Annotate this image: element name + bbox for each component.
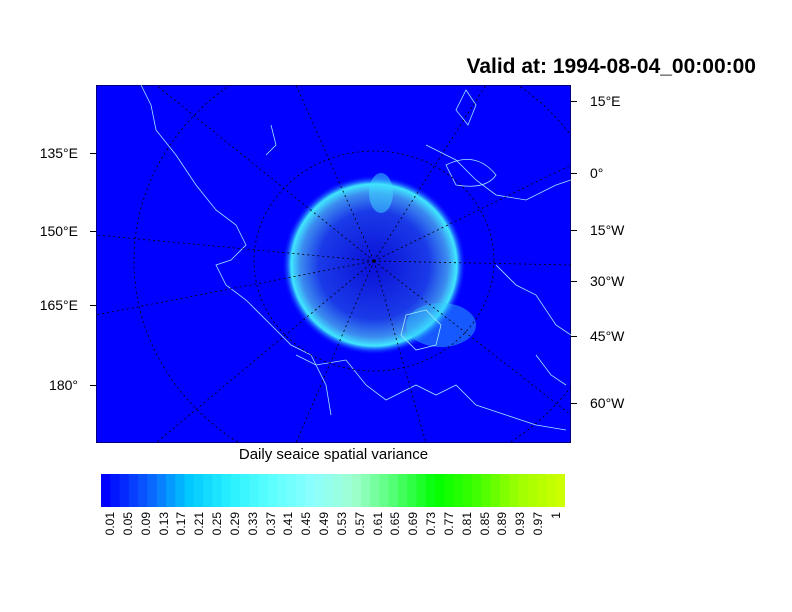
colorbar-box	[119, 474, 130, 507]
colorbar-box	[360, 474, 371, 507]
colorbar-box	[453, 474, 464, 507]
tick-label: 30°W	[590, 273, 625, 289]
colorbar-box	[147, 474, 158, 507]
tick-label: 60°W	[590, 395, 625, 411]
tick-label: 165°E	[39, 297, 78, 313]
tick-label: 180°	[49, 377, 78, 393]
colorbar-box	[407, 474, 418, 507]
colorbar-title: Daily seaice spatial variance	[238, 446, 429, 463]
colorbar-label: 1	[549, 512, 563, 519]
tick-label: 15°E	[590, 93, 621, 109]
colorbar-box	[509, 474, 520, 507]
colorbar-label: 0.69	[406, 512, 421, 536]
colorbar-label: 0.21	[192, 512, 207, 536]
colorbar-box	[370, 474, 380, 507]
colorbar-box	[193, 474, 204, 507]
colorbar	[101, 474, 565, 507]
colorbar-label: 0.01	[103, 512, 117, 536]
colorbar-box	[462, 474, 473, 507]
colorbar-label: 0.85	[477, 512, 492, 536]
colorbar-label: 0.45	[299, 512, 314, 536]
colorbar-box	[500, 474, 510, 507]
colorbar-box	[397, 474, 408, 507]
colorbar-box	[249, 474, 260, 507]
colorbar-box	[481, 474, 492, 507]
colorbar-box	[351, 474, 362, 507]
colorbar-box	[128, 474, 139, 507]
colorbar-label: 0.93	[513, 512, 528, 536]
colorbar-label: 0.05	[120, 512, 135, 536]
tick-label: 150°E	[39, 223, 78, 239]
colorbar-label: 0.97	[531, 512, 546, 536]
graticule	[96, 85, 571, 443]
colorbar-label: 0.37	[263, 512, 278, 536]
colorbar-label: 0.17	[174, 512, 189, 536]
colorbar-label: 0.73	[424, 512, 439, 536]
colorbar-box	[472, 474, 482, 507]
plot-title: Valid at: 1994-08-04_00:00:00	[466, 55, 756, 78]
colorbar-label: 0.41	[281, 512, 296, 536]
colorbar-label: 0.09	[138, 512, 153, 536]
colorbar-box	[379, 474, 390, 507]
colorbar-box	[110, 474, 121, 507]
colorbar-box	[342, 474, 353, 507]
colorbar-box	[184, 474, 195, 507]
colorbar-label: 0.29	[227, 512, 242, 536]
colorbar-label: 0.77	[441, 512, 456, 536]
colorbar-label: 0.53	[334, 512, 349, 536]
colorbar-label: 0.25	[210, 512, 225, 536]
colorbar-box	[444, 474, 455, 507]
colorbar-box	[101, 474, 111, 507]
colorbar-label: 0.33	[245, 512, 260, 536]
colorbar-box	[305, 474, 315, 507]
colorbar-box	[258, 474, 269, 507]
colorbar-box	[295, 474, 306, 507]
colorbar-label: 0.81	[459, 512, 474, 536]
polar-map	[96, 85, 571, 443]
sea-ice-area	[282, 175, 466, 355]
colorbar-box	[416, 474, 427, 507]
colorbar-box	[165, 474, 176, 507]
colorbar-box	[323, 474, 334, 507]
colorbar-box	[156, 474, 167, 507]
colorbar-box	[518, 474, 529, 507]
colorbar-box	[425, 474, 436, 507]
colorbar-box	[527, 474, 538, 507]
colorbar-box	[277, 474, 288, 507]
colorbar-box	[333, 474, 343, 507]
colorbar-label: 0.61	[370, 512, 385, 536]
colorbar-box	[286, 474, 297, 507]
colorbar-box	[268, 474, 278, 507]
colorbar-box	[203, 474, 213, 507]
colorbar-box	[490, 474, 501, 507]
colorbar-label: 0.49	[317, 512, 332, 536]
colorbar-box	[314, 474, 325, 507]
tick-label: 0°	[590, 165, 604, 181]
tick-label: 45°W	[590, 328, 625, 344]
colorbar-box	[388, 474, 399, 507]
colorbar-box	[546, 474, 557, 507]
colorbar-box	[138, 474, 148, 507]
colorbar-box	[230, 474, 241, 507]
colorbar-box	[175, 474, 186, 507]
tick-label: 135°E	[39, 145, 78, 161]
colorbar-label: 0.13	[156, 512, 171, 536]
colorbar-box	[212, 474, 223, 507]
colorbar-label: 0.57	[352, 512, 367, 536]
tick-label: 15°W	[590, 222, 625, 238]
colorbar-box	[537, 474, 547, 507]
colorbar-label: 0.65	[388, 512, 403, 536]
colorbar-box	[221, 474, 232, 507]
colorbar-box	[240, 474, 250, 507]
coastlines	[140, 85, 571, 431]
colorbar-label: 0.89	[495, 512, 510, 536]
colorbar-box	[555, 474, 565, 507]
colorbar-box	[435, 474, 445, 507]
